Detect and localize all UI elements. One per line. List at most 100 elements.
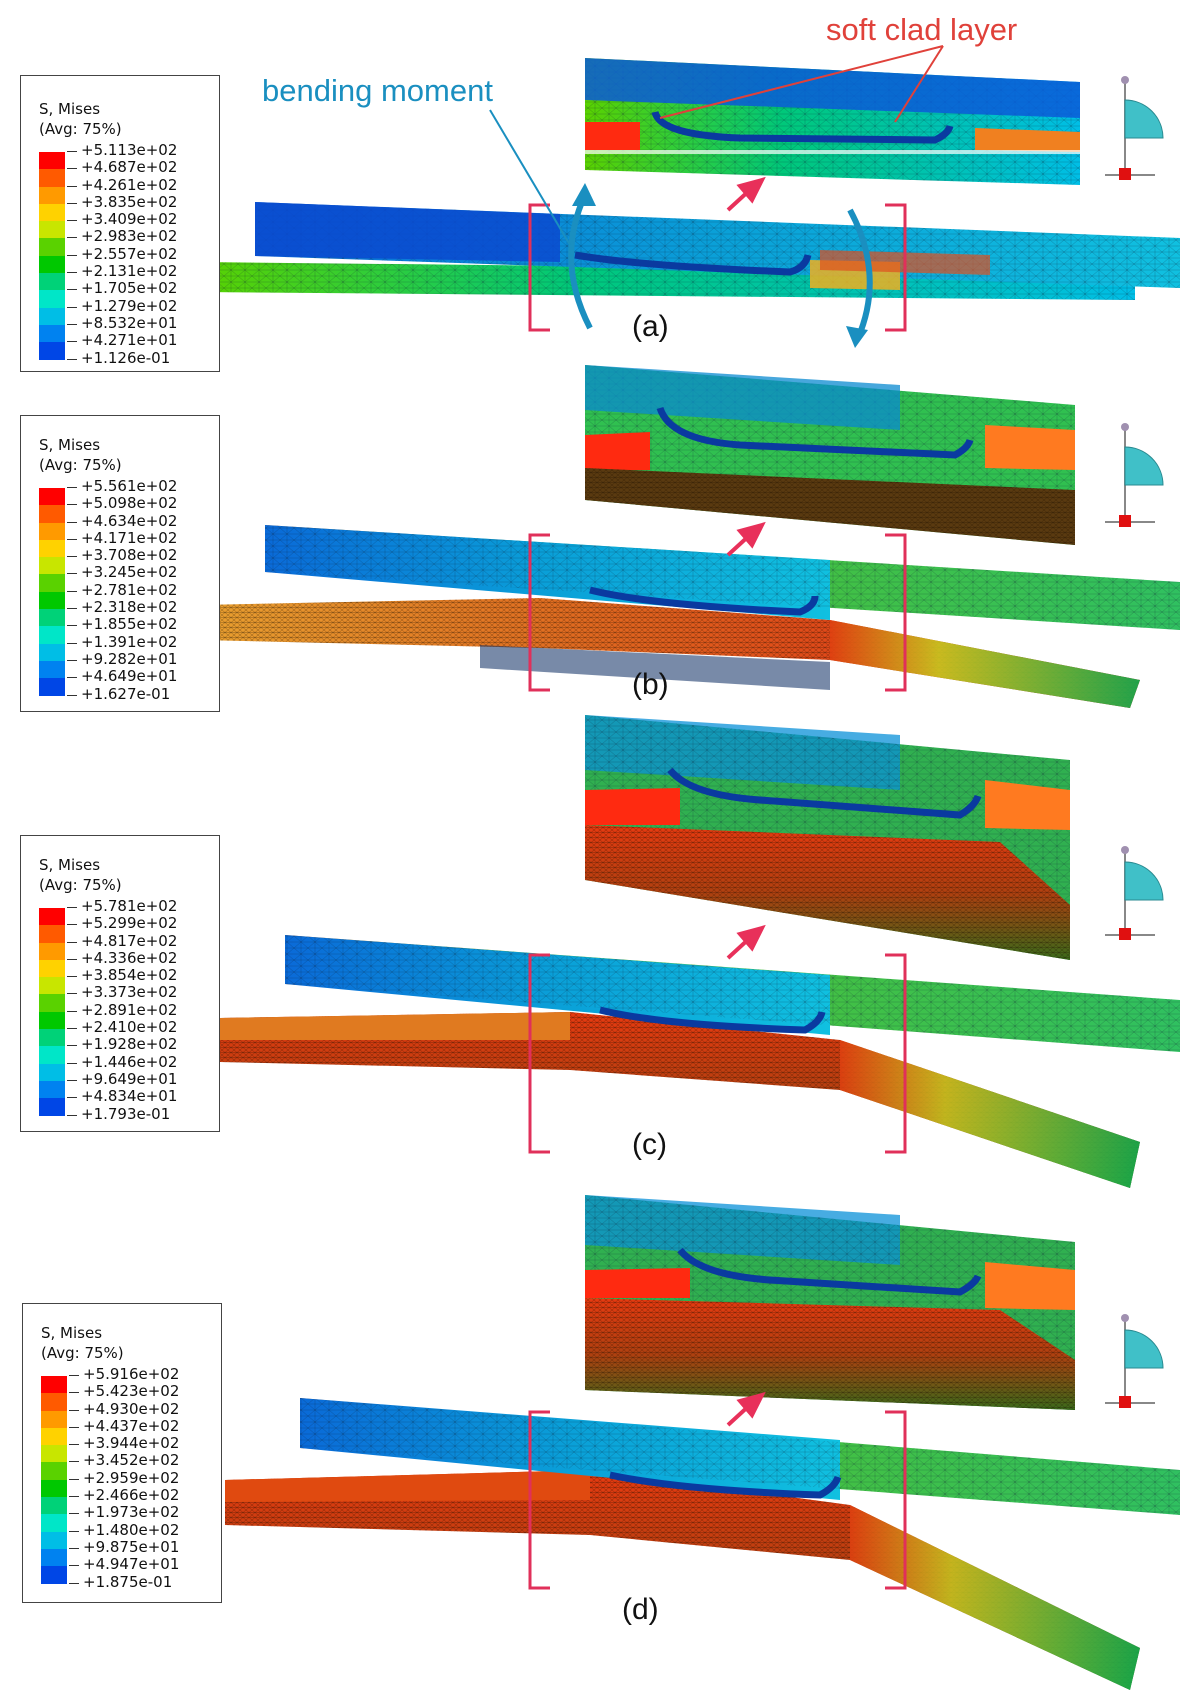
legend-value: +2.959e+02 [68,1468,180,1487]
color-swatch [39,994,65,1012]
legend-value: +4.336e+02 [66,948,178,967]
legend-value: +9.875e+01 [68,1537,180,1556]
panel-c-model [220,935,1180,1188]
zoom-arrows [726,176,766,1427]
panel-c-zoom-inset [585,715,1070,960]
legend-value: +2.557e+02 [66,244,178,263]
legend-value: +5.916e+02 [68,1365,180,1383]
legend-title: S, Mises [41,1324,103,1342]
bending-moment-arrows [568,183,873,348]
legend-value: +4.649e+01 [66,667,178,686]
color-swatch [39,342,65,360]
color-swatch [39,942,65,960]
color-swatch [39,290,65,308]
legend-title: S, Mises [39,436,101,454]
color-swatch [39,1011,65,1030]
coordinate-triad-c [1105,846,1164,940]
legend-value: +3.245e+02 [66,563,178,582]
bracket-b-right [885,533,907,692]
legend-value: +2.466e+02 [68,1486,180,1505]
legend-value: +1.126e-01 [66,349,177,367]
color-swatch [39,1063,65,1081]
color-swatch [39,324,65,343]
legend-value: +1.973e+02 [68,1503,180,1522]
color-swatch [39,238,65,256]
legend-value: +5.113e+02 [66,141,178,159]
coordinate-triad-a [1105,76,1164,180]
color-swatch [39,539,65,558]
color-swatch [41,1531,67,1549]
legend-value: +1.705e+02 [66,279,178,298]
legend-value: +2.131e+02 [66,262,178,281]
stress-legend-a: S, Mises (Avg: 75%) +5.113e+02 +4.687e+0… [20,75,220,372]
panel-a-model [200,202,1180,300]
legend-value: +1.480e+02 [68,1520,180,1539]
legend-value: +3.708e+02 [66,546,178,565]
color-swatch [41,1566,67,1584]
legend-value: +1.875e-01 [68,1573,179,1591]
color-swatch [39,1098,65,1116]
color-swatch [39,908,65,926]
color-swatch [41,1479,67,1498]
zoom-arrow-a [726,176,766,212]
bracket-a-left [528,203,550,332]
panel-b-model [200,525,1180,708]
zoom-arrow-b [726,521,766,557]
zoom-arrow-d [726,1391,766,1427]
legend-value: +5.781e+02 [66,897,178,915]
color-swatch [41,1462,67,1480]
panel-d-zoom-inset [585,1195,1075,1410]
color-swatch [39,660,65,679]
legend-value: +4.261e+02 [66,175,178,194]
panel-label-a: (a) [632,310,669,343]
legend-title: S, Mises [39,856,101,874]
color-swatch [39,203,65,222]
legend-value: +1.928e+02 [66,1035,178,1054]
color-swatch [39,678,65,696]
color-swatch [39,977,65,995]
color-swatch [41,1393,67,1411]
legend-value: +4.834e+01 [66,1087,178,1106]
soft-clad-layer-label: soft clad layer [826,12,1018,47]
color-swatch [41,1376,67,1394]
legend-values: +5.781e+02 +5.299e+02 +4.817e+02 +4.336e… [66,897,178,1123]
color-swatch [39,609,65,627]
legend-value: +1.793e-01 [66,1105,177,1123]
legend-value: +4.687e+02 [66,158,178,177]
zoom-arrow-c [726,924,766,960]
coordinate-triad-b [1105,423,1164,527]
color-swatch [39,626,65,644]
legend-value: +8.532e+01 [66,313,178,332]
color-swatch [41,1548,67,1567]
legend-value: +4.171e+02 [66,528,178,547]
color-swatch [39,1029,65,1047]
color-swatch [39,169,65,187]
legend-value: +3.854e+02 [66,966,178,985]
color-swatch [41,1514,67,1532]
bracket-b-left [528,533,550,692]
color-scale [39,908,65,1116]
legend-value: +3.944e+02 [68,1434,180,1453]
color-swatch [41,1497,67,1515]
legend-value: +2.318e+02 [66,598,178,617]
zoom-brackets [528,203,907,1590]
color-swatch [39,925,65,943]
panel-b-zoom-inset [585,365,1075,545]
legend-value: +4.930e+02 [68,1399,180,1418]
color-swatch [39,643,65,661]
legend-value: +3.409e+02 [66,210,178,229]
stress-legend-b: S, Mises (Avg: 75%) +5.561e+02 +5.098e+0… [20,415,220,712]
legend-value: +5.098e+02 [66,494,178,513]
legend-value: +4.634e+02 [66,511,178,530]
legend-values: +5.561e+02 +5.098e+02 +4.634e+02 +4.171e… [66,477,178,703]
stress-legend-d: S, Mises (Avg: 75%) +5.916e+02 +5.423e+0… [22,1303,222,1603]
legend-value: +2.891e+02 [66,1000,178,1019]
color-swatch [39,488,65,506]
color-swatch [39,591,65,610]
legend-value: +9.282e+01 [66,649,178,668]
legend-value: +5.299e+02 [66,914,178,933]
legend-title: S, Mises [39,100,101,118]
legend-value: +5.423e+02 [68,1382,180,1401]
color-swatch [39,307,65,325]
bending-arrow-left [568,193,593,330]
